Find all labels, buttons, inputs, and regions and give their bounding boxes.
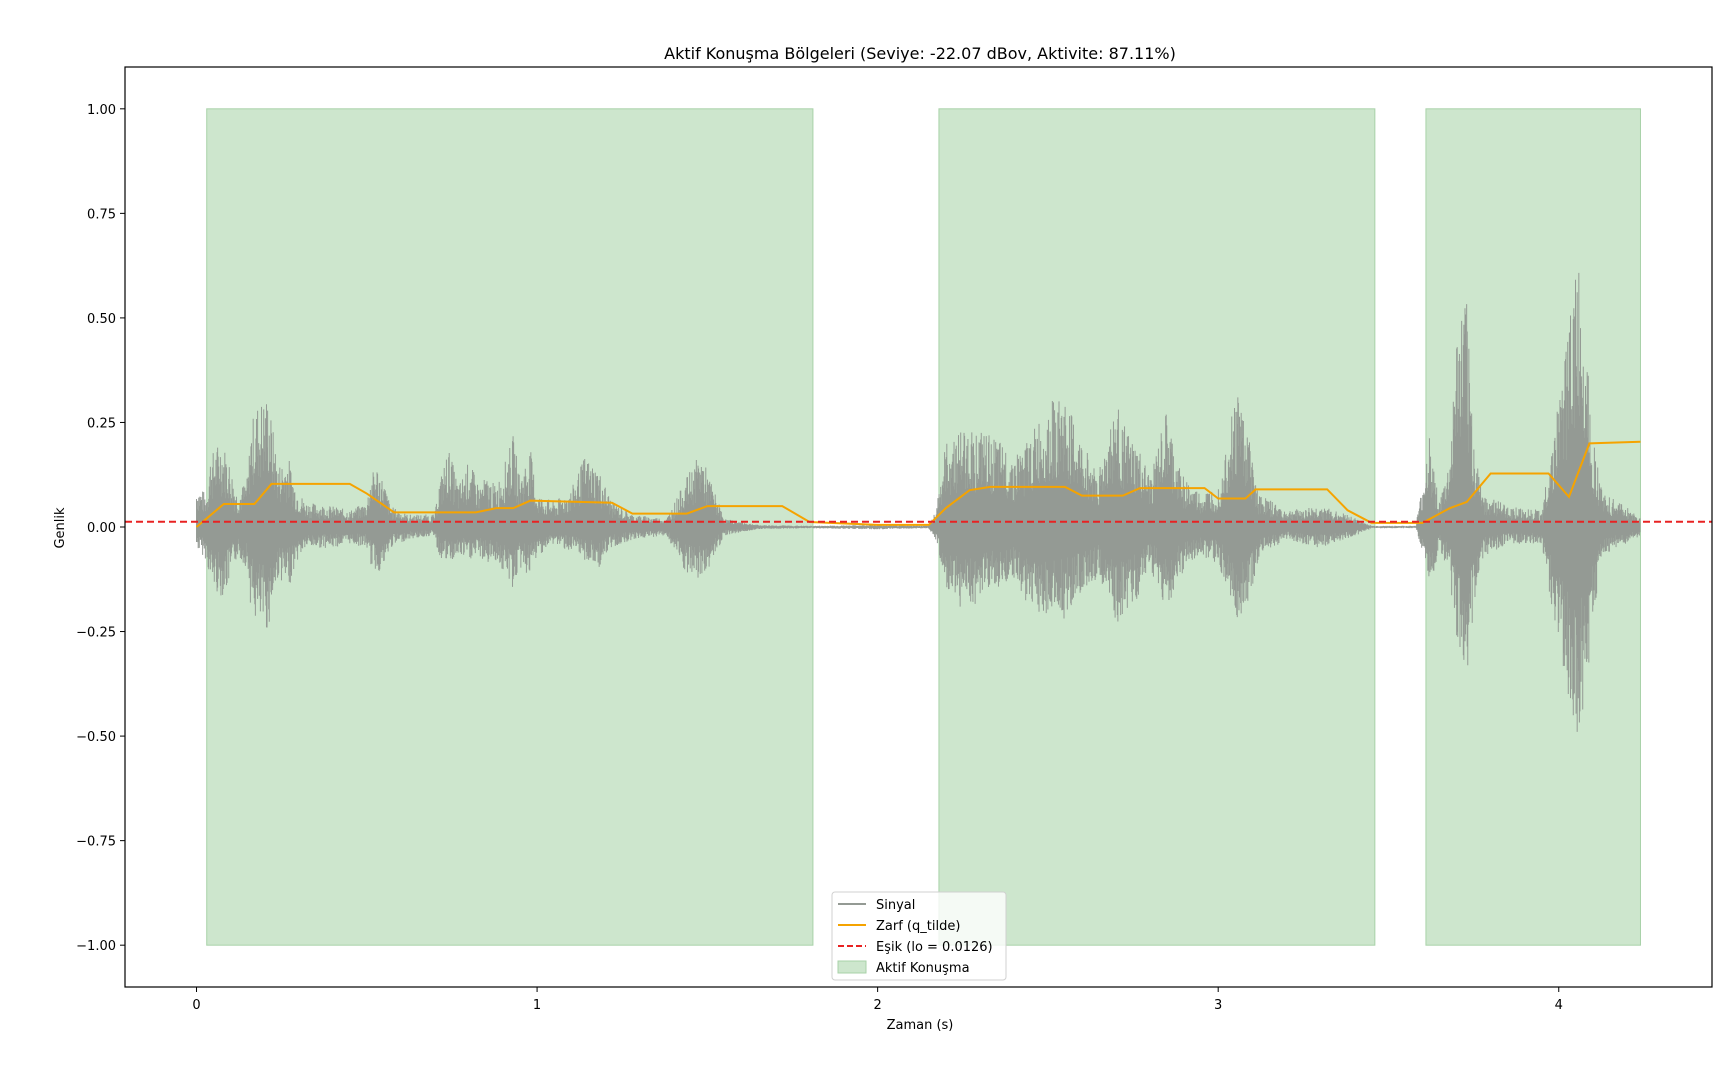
y-tick-label: 0.75 bbox=[87, 207, 116, 222]
legend: Sinyal Zarf (q_tilde) Eşik (lo = 0.0126)… bbox=[831, 891, 1007, 981]
signal-waveform bbox=[196, 272, 1641, 732]
legend-signal-label: Sinyal bbox=[876, 898, 915, 913]
x-tick-label: 3 bbox=[1214, 998, 1222, 1013]
y-tick-label: −0.50 bbox=[76, 730, 116, 745]
x-axis-label: Zaman (s) bbox=[887, 1018, 954, 1033]
y-tick-label: −0.75 bbox=[76, 835, 116, 850]
x-tick-label: 0 bbox=[192, 998, 200, 1013]
envelope-line bbox=[195, 440, 1641, 528]
chart-title: Aktif Konuşma Bölgeleri (Seviye: -22.07 … bbox=[664, 44, 1176, 63]
y-tick-label: 0.50 bbox=[87, 312, 116, 327]
plot-area bbox=[125, 108, 1712, 946]
legend-box bbox=[831, 891, 1007, 981]
y-tick-label: −1.00 bbox=[76, 939, 116, 954]
y-axis-label: Genlik bbox=[53, 507, 68, 549]
x-tick-label: 4 bbox=[1555, 998, 1563, 1013]
y-tick-label: 0.00 bbox=[87, 521, 116, 536]
y-tick-label: 0.25 bbox=[87, 416, 116, 431]
axis-ticks: 0 1 2 3 4 −1.00 −0.75 −0.50 −0.25 0.00 0.25 0.50 0.7… bbox=[76, 103, 1563, 1013]
legend-active-swatch bbox=[837, 960, 867, 974]
x-tick-label: 1 bbox=[533, 998, 541, 1013]
legend-threshold-label: Eşik (lo = 0.0126) bbox=[876, 940, 993, 955]
legend-envelope-label: Zarf (q_tilde) bbox=[876, 919, 960, 934]
x-tick-label: 2 bbox=[873, 998, 881, 1013]
y-tick-label: 1.00 bbox=[87, 103, 116, 118]
y-tick-label: −0.25 bbox=[76, 626, 116, 641]
legend-active-label: Aktif Konuşma bbox=[876, 961, 970, 976]
